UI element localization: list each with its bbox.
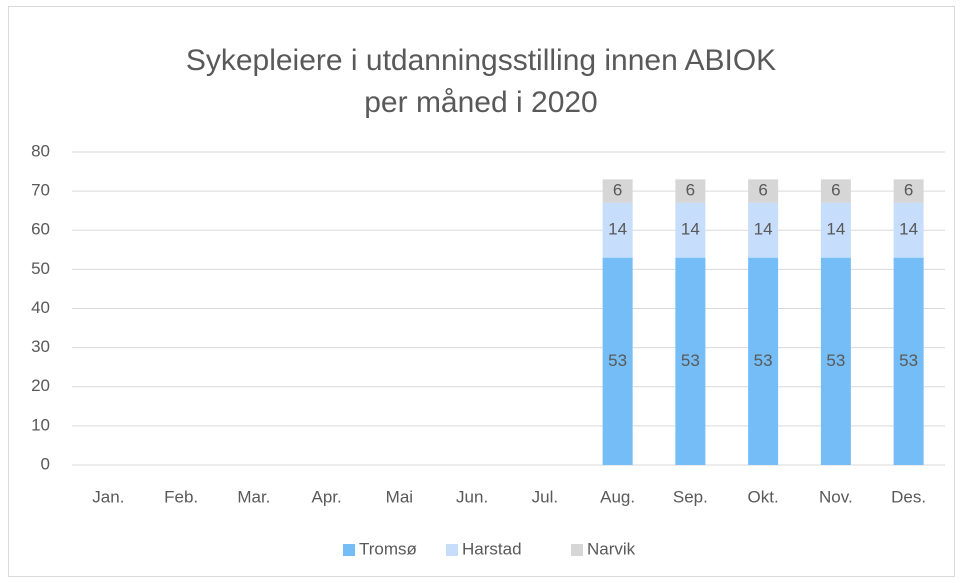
- x-tick-label: Feb.: [164, 487, 198, 506]
- data-label: 6: [613, 181, 622, 200]
- x-tick-label: Des.: [891, 487, 926, 506]
- y-tick-label: 0: [41, 454, 50, 473]
- chart-frame: [8, 6, 955, 577]
- bar-segment: [748, 257, 779, 465]
- x-tick-label: Okt.: [748, 487, 779, 506]
- data-label: 6: [904, 181, 913, 200]
- data-label: 6: [758, 181, 767, 200]
- bar-segment: [748, 202, 779, 258]
- y-tick-label: 50: [31, 259, 50, 278]
- bar-segment: [893, 257, 924, 465]
- bar-segment: [748, 179, 779, 203]
- x-tick-label: Sep.: [673, 487, 708, 506]
- legend-label: Harstad: [462, 539, 522, 558]
- data-label: 53: [754, 351, 773, 370]
- y-tick-label: 20: [31, 376, 50, 395]
- bar-segment: [675, 179, 706, 203]
- bar-segment: [820, 202, 851, 258]
- x-tick-label: Jun.: [456, 487, 488, 506]
- bar-segment: [602, 202, 633, 258]
- legend-swatch: [571, 544, 583, 556]
- legend-label: Tromsø: [359, 539, 417, 558]
- bar-segment: [602, 257, 633, 465]
- data-label: 53: [826, 351, 845, 370]
- data-label: 53: [608, 351, 627, 370]
- y-tick-label: 80: [31, 141, 50, 160]
- x-tick-label: Jan.: [92, 487, 124, 506]
- y-tick-label: 30: [31, 337, 50, 356]
- data-label: 53: [899, 351, 918, 370]
- x-tick-label: Nov.: [819, 487, 853, 506]
- data-label: 14: [681, 220, 700, 239]
- bar-segment: [675, 202, 706, 258]
- y-tick-label: 70: [31, 181, 50, 200]
- data-label: 14: [899, 220, 918, 239]
- data-label: 14: [826, 220, 845, 239]
- bar-segment: [602, 179, 633, 203]
- bar-segment: [820, 179, 851, 203]
- bar-segment: [820, 257, 851, 465]
- y-tick-label: 10: [31, 415, 50, 434]
- data-label: 6: [831, 181, 840, 200]
- data-label: 6: [686, 181, 695, 200]
- bar-segment: [675, 257, 706, 465]
- legend-swatch: [343, 544, 355, 556]
- x-tick-label: Aug.: [600, 487, 635, 506]
- legend-swatch: [446, 544, 458, 556]
- x-tick-label: Mai: [386, 487, 413, 506]
- data-label: 14: [754, 220, 773, 239]
- legend-label: Narvik: [587, 539, 636, 558]
- bar-segment: [893, 179, 924, 203]
- bar-segment: [893, 202, 924, 258]
- x-tick-label: Jul.: [532, 487, 558, 506]
- x-tick-label: Apr.: [312, 487, 342, 506]
- y-tick-label: 60: [31, 220, 50, 239]
- data-label: 53: [681, 351, 700, 370]
- data-label: 14: [608, 220, 627, 239]
- y-tick-label: 40: [31, 298, 50, 317]
- x-tick-label: Mar.: [237, 487, 270, 506]
- chart-title: Sykepleiere i utdanningsstilling innen A…: [185, 44, 777, 119]
